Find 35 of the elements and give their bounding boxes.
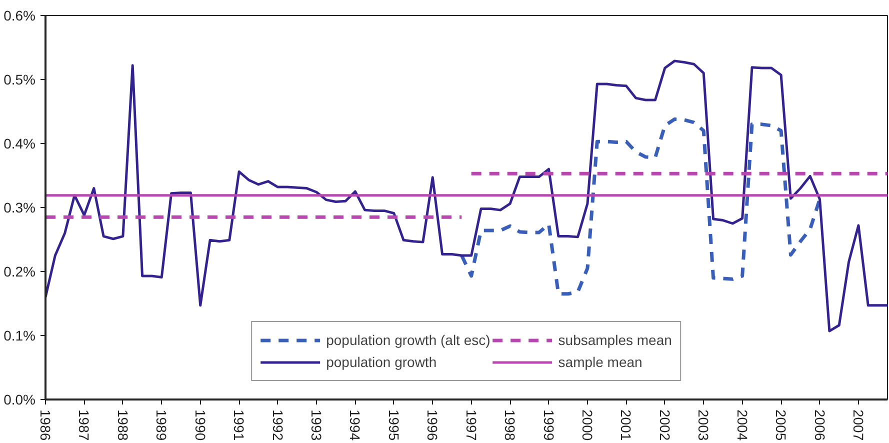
x-tick-label: 1996 <box>424 410 441 441</box>
x-tick-label: 2005 <box>773 410 790 441</box>
legend-label: population growth (alt esc) <box>326 332 490 348</box>
y-tick-label: 0.5% <box>4 72 36 88</box>
y-tick-label: 0.6% <box>4 8 36 24</box>
y-tick-label: 0.1% <box>4 328 36 344</box>
y-tick-label: 0.3% <box>4 200 36 216</box>
line-series <box>460 117 822 296</box>
line-series <box>46 60 888 332</box>
x-tick-label: 2003 <box>696 410 712 441</box>
x-tick-label: 1993 <box>308 410 324 441</box>
y-tick-label: 0.2% <box>4 264 36 280</box>
x-tick-label: 2000 <box>579 410 596 441</box>
legend-label: sample mean <box>558 354 642 370</box>
legend-label: subsamples mean <box>558 332 672 348</box>
x-tick-label: 1986 <box>38 410 54 441</box>
y-tick-label: 0.4% <box>4 136 36 152</box>
x-tick-label: 1989 <box>154 410 170 441</box>
x-tick-label: 1987 <box>76 410 92 441</box>
x-tick-label: 1994 <box>347 410 364 441</box>
x-tick-label: 2007 <box>850 410 866 441</box>
x-tick-label: 2002 <box>656 410 673 441</box>
x-tick-label: 1995 <box>386 410 402 441</box>
x-tick-label: 1991 <box>231 410 248 441</box>
legend-label: population growth <box>326 354 437 370</box>
x-tick-label: 2006 <box>812 410 828 441</box>
x-tick-label: 1992 <box>270 410 286 441</box>
x-tick-label: 1999 <box>540 410 557 441</box>
x-tick-label: 1990 <box>192 410 208 441</box>
x-tick-label: 1998 <box>502 410 518 441</box>
x-tick-label: 2001 <box>618 410 634 441</box>
x-tick-label: 2004 <box>734 410 750 441</box>
x-tick-label: 1988 <box>114 410 131 441</box>
x-tick-label: 1997 <box>463 410 480 441</box>
y-tick-label: 0.0% <box>4 392 36 408</box>
